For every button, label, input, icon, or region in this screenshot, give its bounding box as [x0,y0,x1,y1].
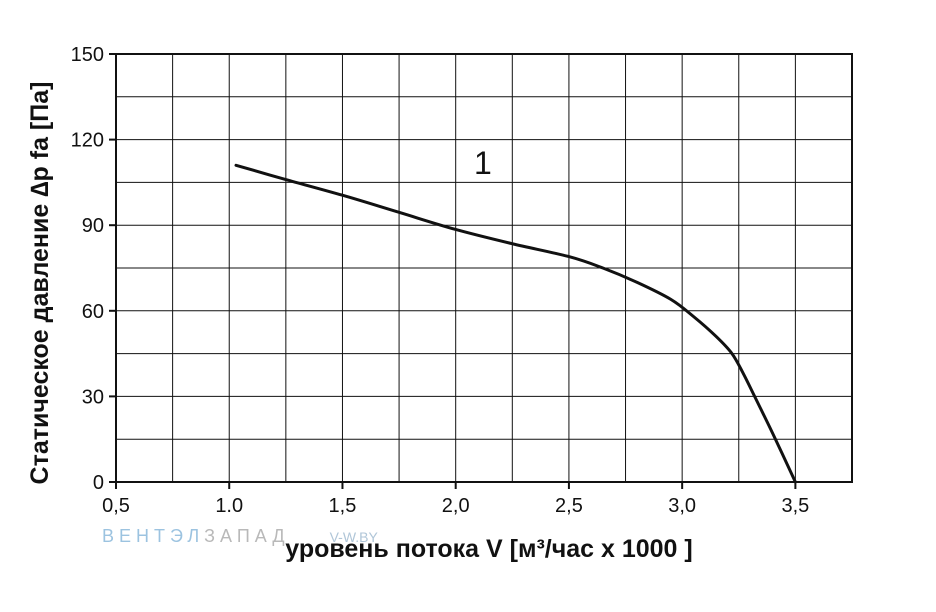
curve-label: 1 [474,145,492,181]
x-tick-label: 3,0 [668,495,696,517]
x-tick-label: 2,5 [555,495,583,517]
y-axis-ticks: 0 30 60 90 120 150 [71,44,116,494]
x-tick-label: 1,5 [329,495,357,517]
series-group [234,163,797,484]
y-tick-label: 30 [82,386,104,408]
watermark-part1: ВЕНТЭЛ [102,526,204,546]
x-axis-ticks: 0,5 1.0 1,5 2,0 2,5 3,0 3,5 [102,482,809,517]
y-axis-title: Статическое давление ∆p fa [Па] [26,82,54,485]
x-tick-label: 3,5 [781,495,809,517]
x-tick-label: 2,0 [442,495,470,517]
y-tick-label: 60 [82,301,104,323]
x-tick-label: 1.0 [215,495,243,517]
y-tick-label: 90 [82,215,104,237]
y-tick-label: 150 [71,44,104,66]
x-tick-label: 0,5 [102,495,130,517]
y-tick-label: 0 [93,472,104,494]
series-line [234,163,797,484]
watermark-part2: ЗАПАД [204,526,289,546]
plot-frame [115,53,853,483]
watermark-text: ВЕНТЭЛЗАПАД V-W.BY [102,526,378,546]
x-axis-title: уровень потока V [м³/час x 1000 ] [285,535,692,563]
y-tick-label: 120 [71,130,104,152]
grid-lines [116,54,852,482]
watermark-part3: V-W.BY [330,529,379,545]
annotations: 1 [474,145,492,181]
